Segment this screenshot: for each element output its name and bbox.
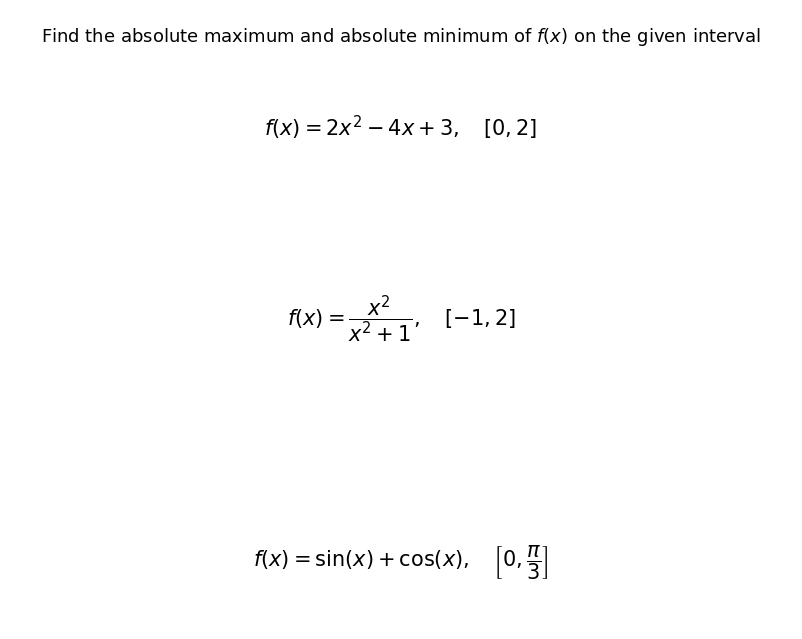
Text: $f(x) = 2x^2 - 4x + 3, \quad [0, 2]$: $f(x) = 2x^2 - 4x + 3, \quad [0, 2]$ <box>265 114 537 142</box>
Text: $f(x) = \dfrac{x^2}{x^2 + 1}, \quad [-1, 2]$: $f(x) = \dfrac{x^2}{x^2 + 1}, \quad [-1,… <box>286 294 516 345</box>
Text: Find the absolute maximum and absolute minimum of $f(x)$ on the given interval: Find the absolute maximum and absolute m… <box>41 26 761 47</box>
Text: $f(x) = \sin(x) + \cos(x), \quad \left[0, \dfrac{\pi}{3}\right]$: $f(x) = \sin(x) + \cos(x), \quad \left[0… <box>253 543 549 581</box>
